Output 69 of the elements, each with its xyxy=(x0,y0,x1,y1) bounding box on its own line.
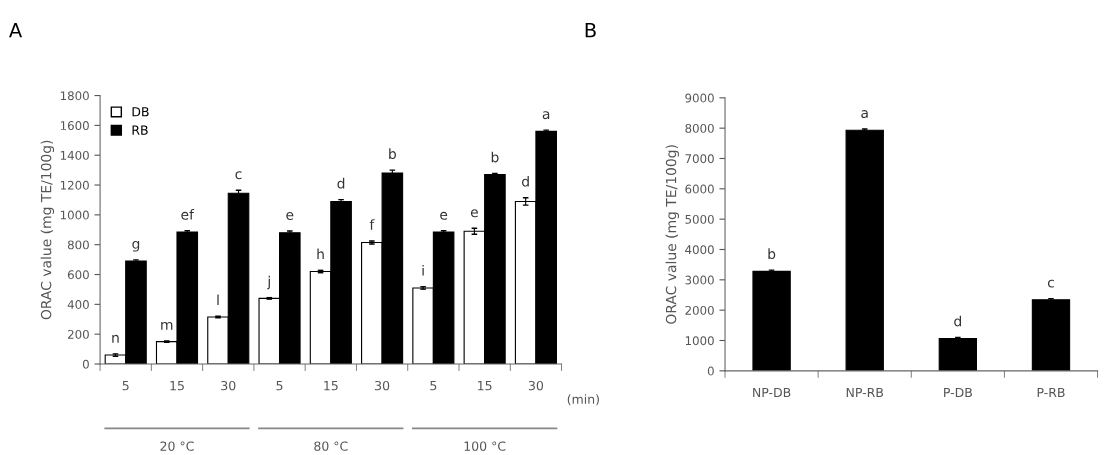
y-tick-label: 1000 xyxy=(60,210,89,220)
x-tick-label: NP-RB xyxy=(846,387,884,397)
y-tick-label: 1600 xyxy=(60,121,89,131)
chart-title: B xyxy=(585,23,596,38)
data-label: l xyxy=(217,294,219,306)
y-axis-title: ORAC value (mg TE/100g) xyxy=(40,140,55,320)
bar xyxy=(1031,299,1071,371)
data-label: d xyxy=(954,315,961,327)
x-tick-label: 15 xyxy=(170,381,184,391)
data-label: j xyxy=(267,275,270,290)
data-label: f xyxy=(369,219,375,230)
data-label: g xyxy=(132,240,140,252)
data-label: a xyxy=(861,110,868,119)
y-tick-label: 1200 xyxy=(60,180,89,190)
data-label: b xyxy=(491,151,499,163)
x-tick-label: 5 xyxy=(276,381,283,391)
data-label: e xyxy=(440,211,448,220)
data-label: c xyxy=(235,171,242,180)
x-tick-label: 30 xyxy=(221,380,236,391)
chart-title: A xyxy=(9,23,23,38)
data-label: c xyxy=(1047,279,1054,288)
y-tick-label: 0 xyxy=(82,359,89,369)
data-label: a xyxy=(542,111,550,120)
y-tick-label: 2000 xyxy=(685,305,714,315)
text: 80 °C xyxy=(314,441,348,451)
y-tick-label: 9000 xyxy=(685,93,714,103)
bar xyxy=(752,270,791,371)
x-axis-title: (min) xyxy=(567,394,599,406)
data-label: e xyxy=(286,211,294,220)
y-tick-label: 0 xyxy=(707,366,714,376)
y-tick-label: 800 xyxy=(67,240,89,250)
y-tick-label: 1800 xyxy=(60,91,89,101)
y-tick-label: 6000 xyxy=(685,184,714,194)
bar xyxy=(938,338,978,371)
y-tick-label: 8000 xyxy=(685,123,714,133)
y-tick-label: 1400 xyxy=(60,150,89,160)
y-tick-label: 600 xyxy=(67,270,89,280)
y-tick-label: 3000 xyxy=(685,275,714,285)
data-label: b xyxy=(768,248,776,260)
text: 20 °C xyxy=(160,441,194,451)
x-tick-label: 15 xyxy=(324,381,338,391)
x-tick-label: 5 xyxy=(430,381,437,391)
data-label: b xyxy=(389,148,396,160)
x-tick-label: P-DB xyxy=(944,387,972,397)
x-tick-label: 5 xyxy=(122,381,129,391)
y-axis-title: ORAC value (mg TE/100g) xyxy=(665,145,680,324)
y-tick-label: 4000 xyxy=(685,245,714,255)
legend-label: RB xyxy=(132,125,148,135)
y-tick-label: 5000 xyxy=(685,214,714,224)
text: 100 °C xyxy=(464,441,506,451)
x-tick-label: NP-DB xyxy=(753,387,791,397)
data-label: n xyxy=(112,334,119,343)
y-tick-label: 200 xyxy=(67,329,89,339)
data-label: d xyxy=(522,175,529,187)
x-tick-label: 15 xyxy=(478,381,492,391)
data-label: ef xyxy=(181,209,195,220)
data-label: i xyxy=(422,264,424,276)
x-tick-label: 30 xyxy=(375,380,390,391)
data-label: d xyxy=(337,177,345,189)
legend-label: DB xyxy=(132,107,149,117)
x-tick-label: P-RB xyxy=(1037,387,1065,397)
bar xyxy=(845,129,884,371)
data-label: h xyxy=(317,248,324,260)
data-label: e xyxy=(470,209,478,218)
y-tick-label: 400 xyxy=(67,300,89,309)
y-tick-label: 1000 xyxy=(685,336,714,346)
data-label: m xyxy=(161,321,173,330)
x-tick-label: 30 xyxy=(528,380,544,391)
y-tick-label: 7000 xyxy=(685,154,714,164)
